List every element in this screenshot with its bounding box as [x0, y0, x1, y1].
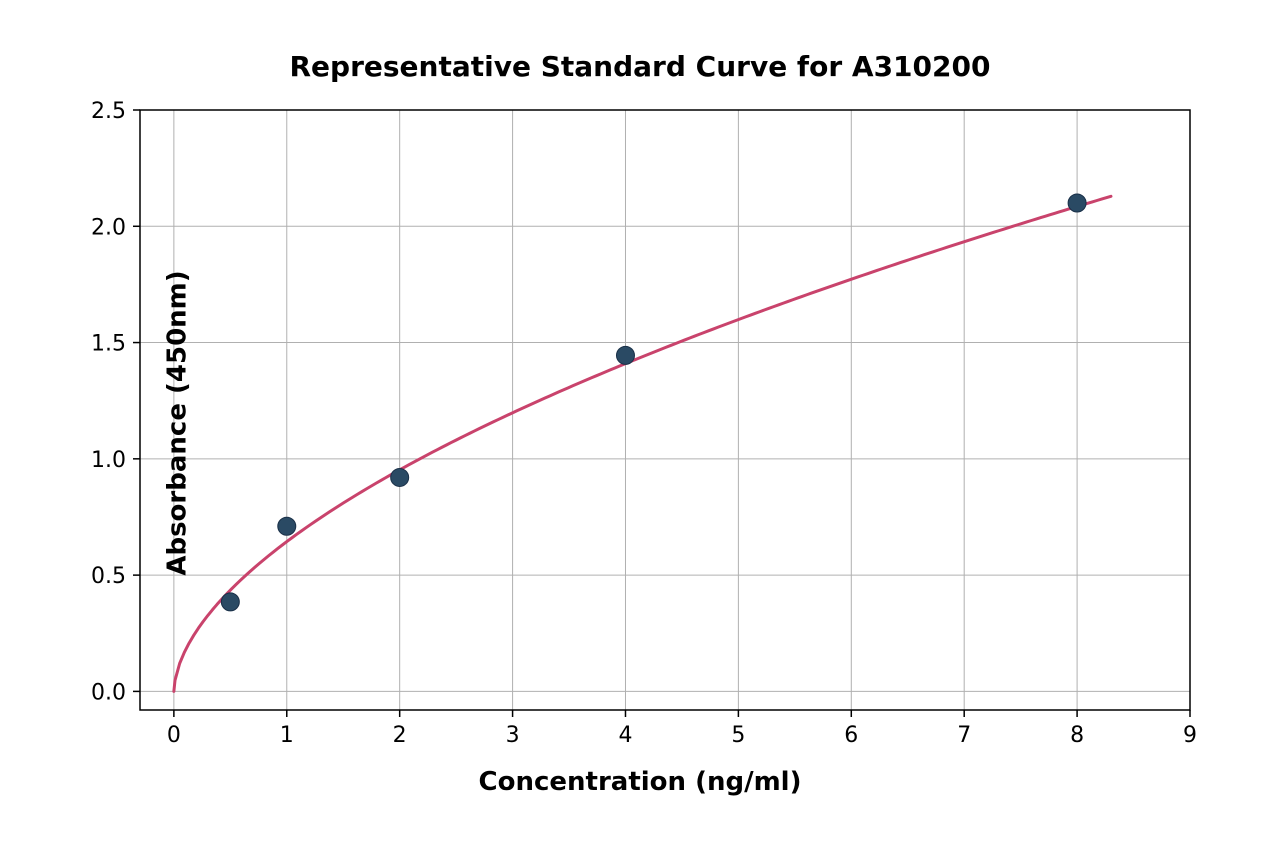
x-tick-label: 1 — [280, 723, 294, 748]
x-tick-label: 9 — [1183, 723, 1197, 748]
x-axis-label: Concentration (ng/ml) — [0, 767, 1280, 797]
chart-container: 0 1 2 3 4 5 6 7 8 9 0.0 0.5 1.0 1.5 2.0 2.5 Representat… — [0, 0, 1280, 845]
x-tick-label: 4 — [618, 723, 632, 748]
chart-title: Representative Standard Curve for A31020… — [0, 50, 1280, 83]
data-point — [391, 468, 409, 486]
tick-marks — [133, 110, 1190, 717]
y-tick-label: 0.5 — [91, 564, 126, 589]
data-point — [1068, 194, 1086, 212]
y-tick-label: 1.5 — [91, 332, 126, 357]
data-points — [221, 194, 1086, 611]
data-point — [278, 517, 296, 535]
grid-lines — [140, 110, 1190, 710]
x-tick-label: 6 — [844, 723, 858, 748]
x-tick-label: 0 — [167, 723, 181, 748]
tick-labels: 0 1 2 3 4 5 6 7 8 9 0.0 0.5 1.0 1.5 2.0 2.5 — [91, 99, 1197, 748]
x-tick-label: 5 — [731, 723, 745, 748]
y-tick-label: 2.5 — [91, 99, 126, 124]
x-tick-label: 8 — [1070, 723, 1084, 748]
x-tick-label: 3 — [506, 723, 520, 748]
y-tick-label: 1.0 — [91, 448, 126, 473]
data-point — [221, 593, 239, 611]
x-tick-label: 7 — [957, 723, 971, 748]
data-point — [616, 346, 634, 364]
fitted-curve — [174, 196, 1111, 691]
axes — [140, 110, 1190, 710]
y-axis-label: Absorbance (450nm) — [163, 270, 193, 575]
y-tick-label: 2.0 — [91, 215, 126, 240]
x-tick-label: 2 — [393, 723, 407, 748]
y-tick-label: 0.0 — [91, 680, 126, 705]
